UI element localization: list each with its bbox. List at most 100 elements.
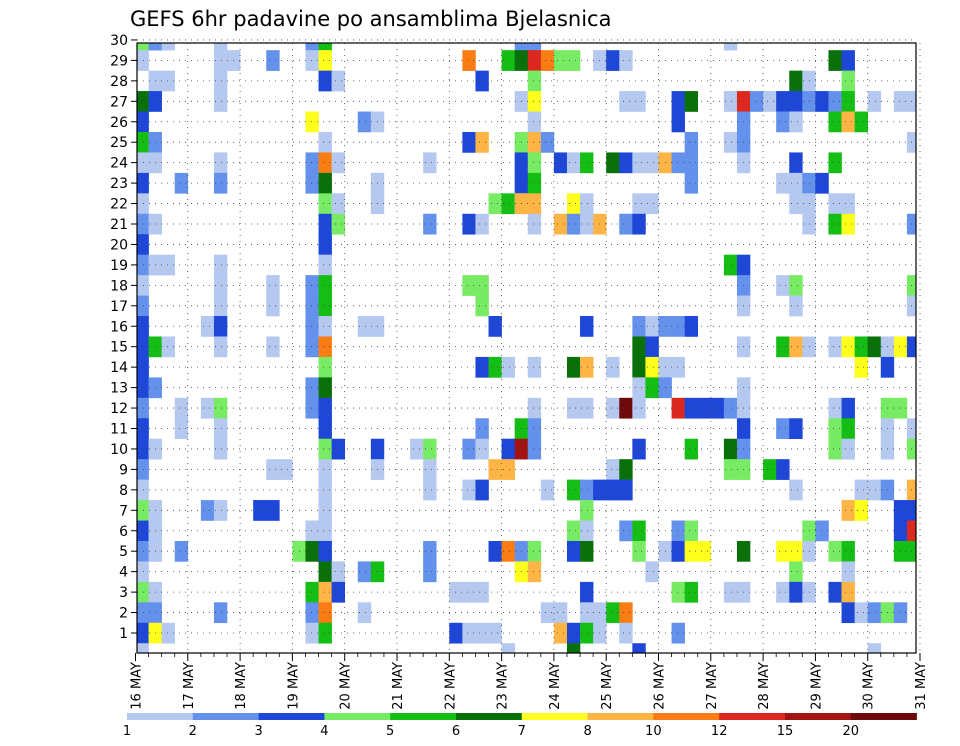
heatmap-cell [213, 602, 228, 624]
legend-label: 2 [189, 724, 197, 739]
heatmap-cell [841, 581, 855, 603]
heatmap-cell [318, 377, 332, 399]
heatmap-cell [266, 459, 280, 480]
heatmap-cell [841, 70, 855, 92]
heatmap-cell [174, 397, 189, 419]
heatmap-cell [632, 377, 646, 399]
heatmap-cell [318, 479, 332, 501]
heatmap-cell [527, 70, 542, 92]
heatmap-cell [475, 131, 489, 153]
heatmap-cell [137, 131, 149, 153]
legend-swatch [324, 713, 391, 720]
heatmap-cell [671, 316, 685, 337]
heatmap-cell [527, 397, 542, 419]
heatmap-cell [318, 540, 332, 562]
heatmap-cell [566, 479, 581, 501]
heatmap-cell [527, 172, 542, 194]
legend-swatch [456, 713, 523, 720]
legend-label: 10 [645, 724, 662, 739]
x-tick-label: 31 MAY [914, 662, 929, 710]
heatmap-cell [854, 479, 868, 501]
heatmap-cell [841, 540, 855, 562]
heatmap-cell [213, 50, 228, 71]
heatmap-cell [841, 561, 855, 583]
heatmap-cell [763, 91, 777, 112]
heatmap-cell [305, 316, 319, 337]
heatmap-cell [553, 602, 568, 624]
heatmap-cell [723, 131, 738, 153]
heatmap-cell [488, 540, 502, 562]
heatmap-cell [841, 213, 855, 235]
heatmap-cell [318, 295, 332, 317]
heatmap-cell [266, 50, 280, 71]
legend-swatch [192, 713, 259, 720]
heatmap-cell [527, 418, 542, 440]
heatmap-cell [501, 643, 515, 654]
y-tick-label: 26 [110, 115, 128, 131]
heatmap-cell [671, 152, 685, 174]
heatmap-cell [619, 152, 633, 174]
heatmap-cell [828, 50, 842, 71]
heatmap-cell [893, 520, 908, 542]
heatmap-cell [619, 91, 633, 112]
heatmap-cell [423, 438, 437, 460]
heatmap-cell [475, 70, 489, 92]
y-tick-label: 27 [110, 94, 128, 110]
heatmap-cell [527, 540, 542, 562]
heatmap-cell [776, 418, 790, 440]
heatmap-cell [828, 152, 842, 174]
heatmap-cell [462, 131, 476, 153]
heatmap-cell [606, 602, 620, 624]
heatmap-cell [501, 193, 515, 215]
heatmap-cell [606, 50, 620, 71]
plot-frame [136, 42, 917, 654]
heatmap-cell [137, 418, 149, 440]
heatmap-cell [828, 336, 842, 358]
heatmap-cell [137, 111, 149, 133]
heatmap-cell [514, 43, 529, 51]
heatmap-cell [318, 520, 332, 542]
heatmap-cell [580, 500, 594, 521]
heatmap-cell [527, 152, 542, 174]
heatmap-cell [619, 622, 633, 644]
heatmap-cell [137, 459, 149, 480]
heatmap-cell [671, 581, 685, 603]
heatmap-cell [305, 275, 319, 296]
heatmap-cell [789, 540, 803, 562]
heatmap-cell [137, 254, 149, 276]
heatmap-cell [137, 43, 149, 51]
heatmap-cell [580, 356, 594, 378]
heatmap-cell [137, 479, 149, 501]
legend-label: 15 [777, 724, 794, 739]
legend-swatch [850, 713, 917, 720]
x-tick-label: 29 MAY [809, 662, 824, 710]
heatmap-cell [527, 561, 542, 583]
heatmap-cell [213, 152, 228, 174]
heatmap-cell [174, 540, 189, 562]
heatmap-cell [684, 520, 699, 542]
heatmap-cell [841, 50, 855, 71]
legend-label: 20 [843, 724, 860, 739]
heatmap-cell [828, 111, 842, 133]
heatmap-cell [462, 438, 476, 460]
heatmap-cell [213, 91, 228, 112]
heatmap-cell [488, 459, 502, 480]
heatmap-cell [632, 540, 646, 562]
heatmap-cell [606, 397, 620, 419]
heatmap-cell [632, 438, 646, 460]
y-tick-label: 19 [110, 258, 128, 274]
heatmap-cell [318, 316, 332, 337]
heatmap-cell [213, 275, 228, 296]
heatmap-cell [632, 193, 646, 215]
heatmap-cell [789, 111, 803, 133]
heatmap-cell [200, 397, 215, 419]
heatmap-cell [331, 70, 345, 92]
heatmap-cell [566, 193, 581, 215]
y-tick-label: 4 [119, 565, 128, 581]
heatmap-cell [305, 377, 319, 399]
heatmap-cell [213, 397, 228, 419]
heatmap-cell [828, 193, 842, 215]
heatmap-cell [566, 520, 581, 542]
heatmap-cell [331, 438, 345, 460]
